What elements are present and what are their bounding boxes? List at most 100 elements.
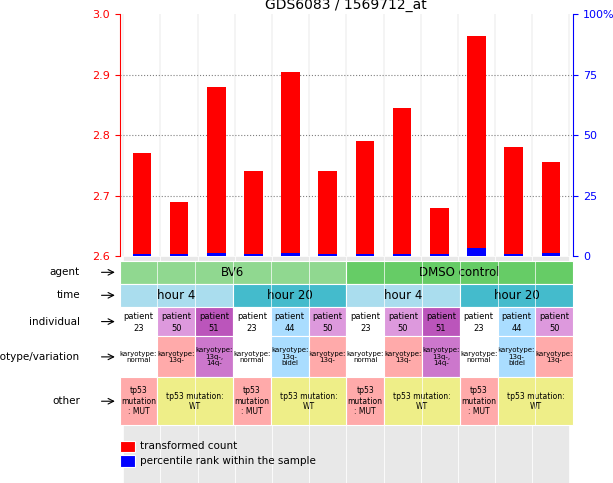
Text: karyotype:
13q-: karyotype: 13q- xyxy=(384,351,422,363)
Bar xyxy=(384,336,422,377)
Bar xyxy=(460,307,498,336)
Bar xyxy=(244,171,263,256)
Text: patient: patient xyxy=(237,312,267,321)
Text: patient: patient xyxy=(539,312,569,321)
Bar xyxy=(504,254,523,256)
Bar xyxy=(346,256,384,483)
Bar xyxy=(498,307,535,336)
Bar xyxy=(460,284,573,307)
Bar xyxy=(120,284,233,307)
Text: transformed count: transformed count xyxy=(140,441,238,452)
Bar xyxy=(535,336,573,377)
Bar xyxy=(541,253,560,256)
Bar xyxy=(281,253,300,256)
Bar xyxy=(271,307,308,336)
Bar xyxy=(498,377,573,425)
Text: tp53
mutation
: MUT: tp53 mutation : MUT xyxy=(234,386,269,416)
Bar xyxy=(308,307,346,336)
Bar xyxy=(460,336,498,377)
Bar xyxy=(430,208,449,256)
Bar xyxy=(195,336,233,377)
Bar xyxy=(207,87,226,256)
Bar xyxy=(319,171,337,256)
Bar xyxy=(170,254,188,256)
Text: hour 4: hour 4 xyxy=(384,289,422,302)
Bar xyxy=(158,307,195,336)
Bar xyxy=(235,256,272,483)
Text: patient: patient xyxy=(350,312,380,321)
Text: 23: 23 xyxy=(133,324,143,333)
Bar xyxy=(421,256,458,483)
Bar xyxy=(393,108,411,256)
Text: patient: patient xyxy=(199,312,229,321)
Bar xyxy=(346,336,384,377)
Text: tp53 mutation:
WT: tp53 mutation: WT xyxy=(506,392,564,411)
Bar xyxy=(346,261,573,284)
Bar xyxy=(132,254,151,256)
Bar xyxy=(541,162,560,256)
Bar xyxy=(233,307,271,336)
Bar xyxy=(460,377,498,425)
Bar xyxy=(319,254,337,256)
Bar xyxy=(132,154,151,256)
Bar xyxy=(422,307,460,336)
Text: tp53 mutation:
WT: tp53 mutation: WT xyxy=(166,392,224,411)
Bar xyxy=(120,336,158,377)
Text: karyotype:
13q-: karyotype: 13q- xyxy=(536,351,573,363)
Text: 23: 23 xyxy=(360,324,370,333)
Bar xyxy=(161,256,197,483)
Bar xyxy=(233,336,271,377)
Text: 51: 51 xyxy=(436,324,446,333)
Bar xyxy=(346,377,384,425)
Bar xyxy=(158,377,233,425)
Text: 44: 44 xyxy=(284,324,295,333)
Text: patient: patient xyxy=(275,312,305,321)
Bar xyxy=(346,307,384,336)
Bar xyxy=(195,307,233,336)
Text: tp53 mutation:
WT: tp53 mutation: WT xyxy=(280,392,337,411)
Text: 50: 50 xyxy=(171,324,181,333)
Bar xyxy=(244,254,263,256)
Text: patient: patient xyxy=(501,312,531,321)
Text: 50: 50 xyxy=(398,324,408,333)
Bar xyxy=(120,377,158,425)
Text: 51: 51 xyxy=(209,324,219,333)
Text: tp53
mutation
: MUT: tp53 mutation : MUT xyxy=(348,386,383,416)
Text: 23: 23 xyxy=(473,324,484,333)
Text: hour 4: hour 4 xyxy=(157,289,196,302)
Bar xyxy=(197,256,235,483)
Bar xyxy=(532,256,569,483)
Text: patient: patient xyxy=(123,312,153,321)
Text: patient: patient xyxy=(313,312,343,321)
Text: karyotype:
normal: karyotype: normal xyxy=(233,351,270,363)
Text: tp53
mutation
: MUT: tp53 mutation : MUT xyxy=(461,386,496,416)
Bar xyxy=(309,256,346,483)
Bar xyxy=(233,377,271,425)
Text: karyotype:
normal: karyotype: normal xyxy=(460,351,497,363)
Bar xyxy=(120,261,346,284)
Text: karyotype:
13q-,
14q-: karyotype: 13q-, 14q- xyxy=(196,347,233,367)
Bar xyxy=(393,254,411,256)
Bar xyxy=(422,336,460,377)
Text: patient: patient xyxy=(463,312,493,321)
Bar xyxy=(356,142,374,256)
Bar xyxy=(170,202,188,256)
Bar xyxy=(384,307,422,336)
Text: tp53 mutation:
WT: tp53 mutation: WT xyxy=(393,392,451,411)
Text: karyotype:
13q-
bidel: karyotype: 13q- bidel xyxy=(271,347,308,367)
Bar xyxy=(346,284,460,307)
Text: karyotype:
13q-: karyotype: 13q- xyxy=(309,351,346,363)
Text: karyotype:
13q-: karyotype: 13q- xyxy=(158,351,195,363)
Bar xyxy=(535,307,573,336)
Bar xyxy=(123,256,161,483)
Bar xyxy=(495,256,532,483)
Text: karyotype:
normal: karyotype: normal xyxy=(346,351,384,363)
Bar xyxy=(271,336,308,377)
Text: karyotype:
13q-
bidel: karyotype: 13q- bidel xyxy=(498,347,535,367)
Bar xyxy=(384,256,421,483)
Text: 50: 50 xyxy=(322,324,333,333)
Bar xyxy=(281,72,300,256)
Text: hour 20: hour 20 xyxy=(267,289,313,302)
Bar xyxy=(308,336,346,377)
Text: BV6: BV6 xyxy=(221,266,245,279)
